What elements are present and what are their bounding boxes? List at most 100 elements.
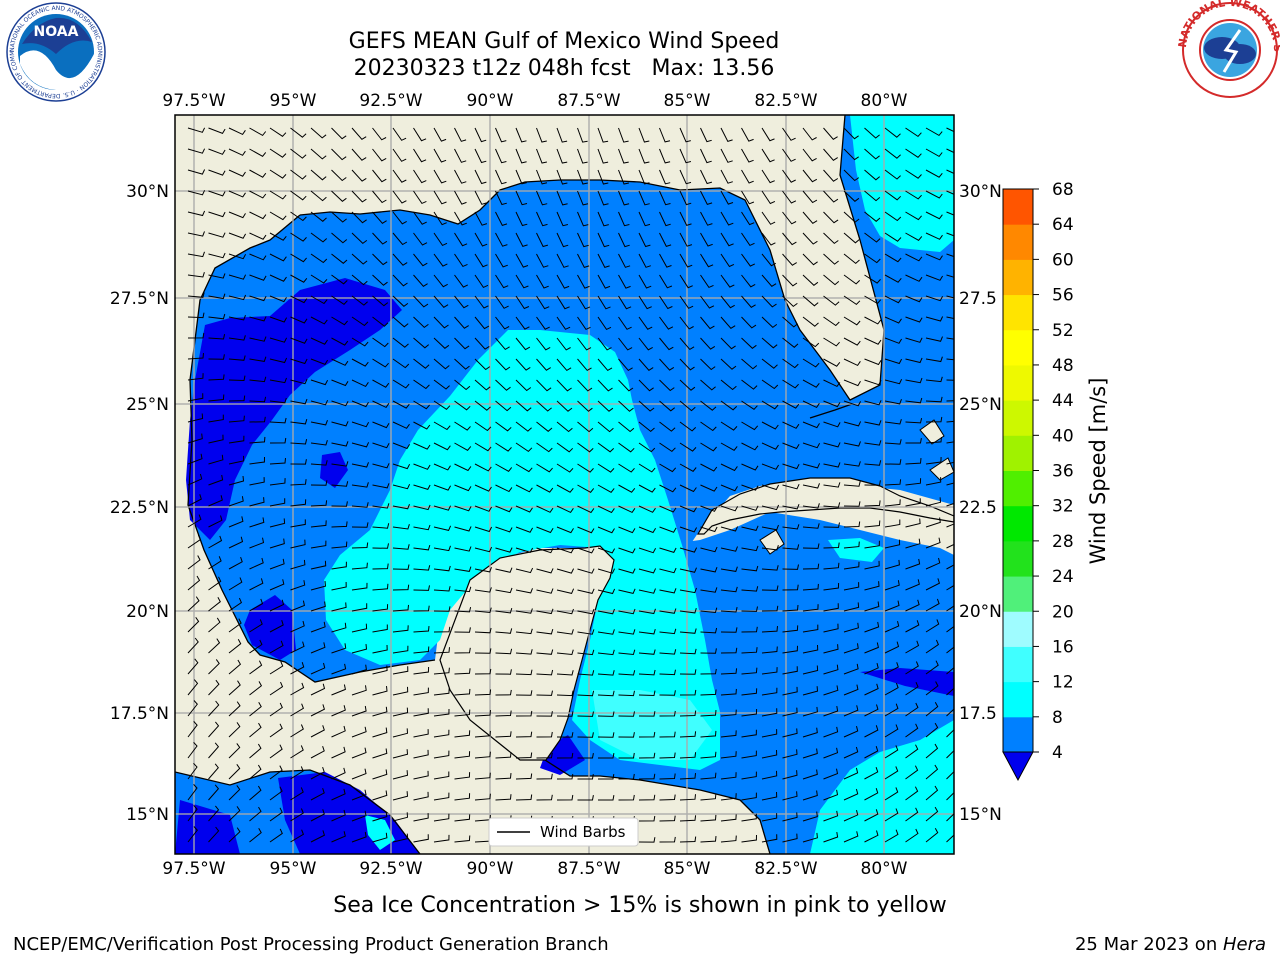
chart-title-line2: 20230323 t12z 048h fcst Max: 13.56	[354, 56, 775, 81]
wind-barb	[187, 658, 199, 675]
wind-barb	[556, 442, 574, 453]
wind-barb	[946, 169, 954, 174]
wind-barb	[269, 316, 288, 323]
wind-barb	[577, 400, 593, 412]
wind-barb	[556, 670, 574, 676]
wind-barb	[536, 690, 553, 696]
wind-barb	[310, 540, 327, 549]
wind-barb	[659, 211, 671, 227]
wind-barb	[843, 421, 862, 427]
colorbar-cell	[1003, 611, 1033, 647]
wind-barb	[372, 706, 388, 717]
wind-barb	[679, 316, 694, 330]
wind-barb	[208, 454, 224, 465]
wind-barb	[597, 211, 609, 227]
wind-barb	[741, 729, 757, 738]
wind-barb	[823, 502, 841, 508]
wind-barb	[208, 313, 226, 320]
wind-barb	[679, 752, 697, 759]
wind-barb	[310, 662, 326, 675]
wind-barb	[474, 730, 491, 738]
wind-barb	[392, 504, 410, 510]
wind-barb	[925, 253, 943, 261]
wind-barb	[577, 774, 594, 780]
wind-barb	[433, 606, 451, 612]
wind-barb	[474, 274, 489, 289]
wind-barb	[454, 772, 471, 780]
wind-barb	[454, 232, 468, 247]
wind-barb	[946, 211, 954, 216]
wind-barb	[884, 378, 903, 385]
wind-barb	[638, 295, 652, 310]
wind-barb	[864, 560, 880, 570]
footer-date-text: 25 Mar 2023 on	[1075, 934, 1223, 955]
wind-barb	[187, 148, 206, 154]
wind-barb	[925, 681, 939, 696]
wind-barb	[925, 232, 943, 240]
wind-barb	[618, 526, 636, 534]
wind-barb	[454, 484, 472, 492]
wind-barb	[433, 463, 451, 471]
wind-barb	[823, 400, 841, 408]
wind-barb	[495, 607, 513, 614]
wind-barb	[372, 624, 388, 633]
wind-barb	[269, 232, 287, 241]
wind-barb	[515, 274, 529, 289]
wind-barb	[474, 710, 491, 717]
wind-barb	[372, 790, 388, 801]
wind-barb	[454, 793, 471, 801]
wind-barb	[392, 791, 409, 801]
wind-barb	[884, 232, 902, 242]
wind-barb	[454, 668, 471, 675]
wind-barb	[187, 433, 203, 444]
wind-barb	[249, 497, 265, 507]
wind-barb	[310, 560, 327, 570]
wind-barb	[208, 211, 226, 218]
wind-barb	[741, 148, 754, 163]
wind-barb	[597, 232, 610, 248]
wind-barb	[187, 127, 206, 133]
wind-barb	[187, 210, 206, 217]
wind-barb	[515, 794, 533, 801]
wind-barb	[372, 211, 387, 224]
wind-barb	[454, 835, 471, 843]
wind-barb	[761, 148, 775, 163]
wind-barb	[618, 253, 631, 268]
wind-barb	[413, 253, 428, 267]
wind-barb	[577, 358, 592, 372]
wind-barb	[187, 575, 201, 591]
wind-barb	[659, 337, 674, 351]
wind-barb	[720, 274, 735, 288]
wind-barb	[823, 379, 841, 388]
wind-barb	[679, 526, 698, 533]
wind-barb	[495, 337, 510, 351]
wind-barb	[843, 643, 859, 654]
wind-barb	[392, 524, 410, 530]
wind-barb	[925, 743, 939, 759]
wind-barb	[741, 484, 759, 491]
wind-barb	[802, 148, 817, 162]
colorbar-cell	[1003, 259, 1033, 296]
wind-barb	[761, 667, 778, 675]
wind-barb	[474, 169, 487, 185]
wind-barb	[925, 827, 939, 843]
wind-barb	[249, 722, 262, 738]
wind-barb	[679, 836, 697, 843]
wind-barb	[392, 274, 408, 287]
wind-barb	[413, 605, 430, 612]
wind-barb	[536, 127, 547, 143]
wind-barb	[269, 538, 285, 549]
wind-barb	[331, 501, 348, 507]
wind-barb	[864, 830, 879, 843]
wind-barb	[761, 316, 778, 329]
lon-ticks-bottom: 97.5°W 95°W 92.5°W 90°W 87.5°W 85°W 82.5…	[162, 859, 907, 879]
wind-barb	[515, 752, 533, 759]
wind-barb	[392, 190, 407, 204]
wind-barb	[208, 805, 220, 822]
wind-barb	[331, 358, 349, 366]
wind-barb	[228, 785, 241, 801]
wind-barb	[413, 687, 429, 696]
wind-barb	[392, 666, 409, 675]
wind-barb	[864, 148, 880, 160]
wind-barb	[228, 211, 246, 219]
